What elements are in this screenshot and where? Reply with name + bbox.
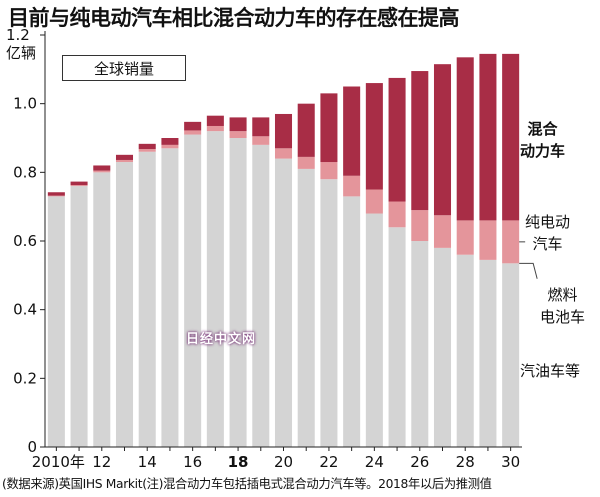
bar-gasoline-2014 bbox=[138, 151, 156, 448]
bar-ev-2018 bbox=[229, 131, 247, 138]
series-label-fuel-cell: 燃料 电池车 bbox=[540, 286, 586, 326]
bar-hybrid-2026 bbox=[411, 71, 429, 211]
bar-hybrid-2029 bbox=[479, 53, 497, 221]
bar-hybrid-2025 bbox=[388, 77, 406, 202]
bar-hybrid-2023 bbox=[343, 86, 361, 176]
chart-title: 目前与纯电动汽车相比混合动力车的存在感在提高 bbox=[8, 6, 460, 30]
y-tick-label-0: 0 bbox=[27, 438, 37, 456]
bar-gasoline-2019 bbox=[252, 144, 270, 447]
bar-ev-2028 bbox=[456, 220, 474, 255]
bar-gasoline-2029 bbox=[479, 259, 497, 447]
y-tick-label-0.4: 0.4 bbox=[13, 301, 37, 319]
bar-gasoline-2025 bbox=[388, 227, 406, 447]
bar-ev-2014 bbox=[138, 148, 156, 152]
bar-gasoline-2030 bbox=[502, 263, 520, 447]
bar-ev-2023 bbox=[343, 175, 361, 197]
bar-gasoline-2024 bbox=[365, 213, 383, 447]
bar-ev-2029 bbox=[479, 220, 497, 260]
bar-ev-2011 bbox=[70, 185, 88, 187]
bar-gasoline-2028 bbox=[456, 254, 474, 447]
x-tick-label-2020: 20 bbox=[274, 453, 293, 471]
x-tick-label-2016: 16 bbox=[183, 453, 202, 471]
bar-ev-2020 bbox=[274, 148, 293, 159]
series-label-ev: 纯电动 汽车 bbox=[525, 213, 571, 253]
y-tick-label-1: 1.0 bbox=[13, 95, 37, 113]
bar-gasoline-2012 bbox=[93, 172, 111, 447]
bar-ev-2012 bbox=[93, 170, 111, 173]
legend-box: 全球销量 bbox=[62, 55, 186, 81]
y-tick-label-0.8: 0.8 bbox=[13, 163, 37, 181]
bar-gasoline-2013 bbox=[115, 162, 134, 447]
bar-ev-2010 bbox=[47, 195, 65, 197]
bar-gasoline-2022 bbox=[320, 179, 338, 447]
bar-gasoline-2021 bbox=[297, 168, 315, 447]
bar-ev-2030 bbox=[502, 220, 520, 264]
bar-hybrid-2019 bbox=[252, 117, 270, 137]
bar-ev-2013 bbox=[115, 159, 134, 163]
bar-hybrid-2011 bbox=[70, 181, 88, 186]
bar-gasoline-2026 bbox=[411, 241, 429, 447]
bar-gasoline-2020 bbox=[274, 158, 293, 447]
x-tick-label-2010: 2010年 bbox=[32, 453, 85, 471]
bar-hybrid-2014 bbox=[138, 143, 156, 149]
bar-ev-2026 bbox=[411, 210, 429, 241]
bar-hybrid-2018 bbox=[229, 117, 247, 132]
bar-ev-2021 bbox=[297, 156, 315, 169]
bar-hybrid-2013 bbox=[115, 154, 134, 160]
bar-gasoline-2016 bbox=[184, 134, 202, 447]
bar-ev-2024 bbox=[365, 189, 383, 214]
y-tick-label-0.6: 0.6 bbox=[13, 232, 37, 250]
x-tick-label-2028: 28 bbox=[456, 453, 475, 471]
bar-hybrid-2027 bbox=[433, 64, 452, 216]
bar-hybrid-2030 bbox=[502, 53, 520, 221]
bar-hybrid-2016 bbox=[184, 121, 202, 131]
x-tick-label-2018: 18 bbox=[228, 453, 249, 471]
y-axis-top-tick: 1.2 bbox=[6, 26, 30, 44]
bar-ev-2015 bbox=[161, 144, 179, 149]
bar-hybrid-2024 bbox=[365, 83, 383, 190]
x-tick-label-2024: 24 bbox=[365, 453, 384, 471]
x-tick-label-2014: 14 bbox=[138, 453, 157, 471]
bar-gasoline-2018 bbox=[229, 138, 247, 447]
bar-gasoline-2010 bbox=[47, 196, 65, 447]
bar-hybrid-2010 bbox=[47, 192, 65, 196]
bar-gasoline-2023 bbox=[343, 196, 361, 447]
bar-ev-2019 bbox=[252, 136, 270, 145]
series-label-hybrid: 混合 动力车 bbox=[520, 120, 566, 160]
bar-ev-2025 bbox=[388, 201, 406, 228]
bar-ev-2022 bbox=[320, 162, 338, 180]
x-tick-label-2012: 12 bbox=[92, 453, 111, 471]
bar-gasoline-2017 bbox=[206, 131, 224, 447]
x-tick-label-2026: 26 bbox=[410, 453, 429, 471]
y-axis-unit: 1.2 亿辆 bbox=[6, 26, 36, 62]
source-note: (数据来源)英国IHS Markit(注)混合动力车包括插电式混合动力汽车等。2… bbox=[2, 477, 492, 491]
bar-gasoline-2027 bbox=[433, 247, 452, 447]
fuel-cell-leader-line bbox=[519, 262, 538, 279]
bar-ev-2017 bbox=[206, 125, 224, 132]
watermark: 日经中文网 bbox=[186, 332, 257, 347]
x-tick-label-2022: 22 bbox=[319, 453, 338, 471]
bar-gasoline-2011 bbox=[70, 186, 88, 447]
bar-hybrid-2015 bbox=[161, 138, 179, 145]
bar-ev-2027 bbox=[433, 215, 452, 248]
bar-hybrid-2028 bbox=[456, 57, 474, 221]
bar-hybrid-2020 bbox=[274, 113, 293, 149]
bar-hybrid-2021 bbox=[297, 103, 315, 157]
bar-hybrid-2012 bbox=[93, 165, 111, 171]
bar-ev-2016 bbox=[184, 130, 202, 135]
y-tick-label-0.2: 0.2 bbox=[13, 369, 37, 387]
y-axis-unit-label: 亿辆 bbox=[6, 44, 37, 62]
bar-hybrid-2022 bbox=[320, 93, 338, 163]
series-label-gasoline: 汽油车等 bbox=[520, 362, 581, 380]
bar-gasoline-2015 bbox=[161, 148, 179, 448]
x-tick-label-2030: 30 bbox=[501, 453, 520, 471]
bar-hybrid-2017 bbox=[206, 115, 224, 126]
